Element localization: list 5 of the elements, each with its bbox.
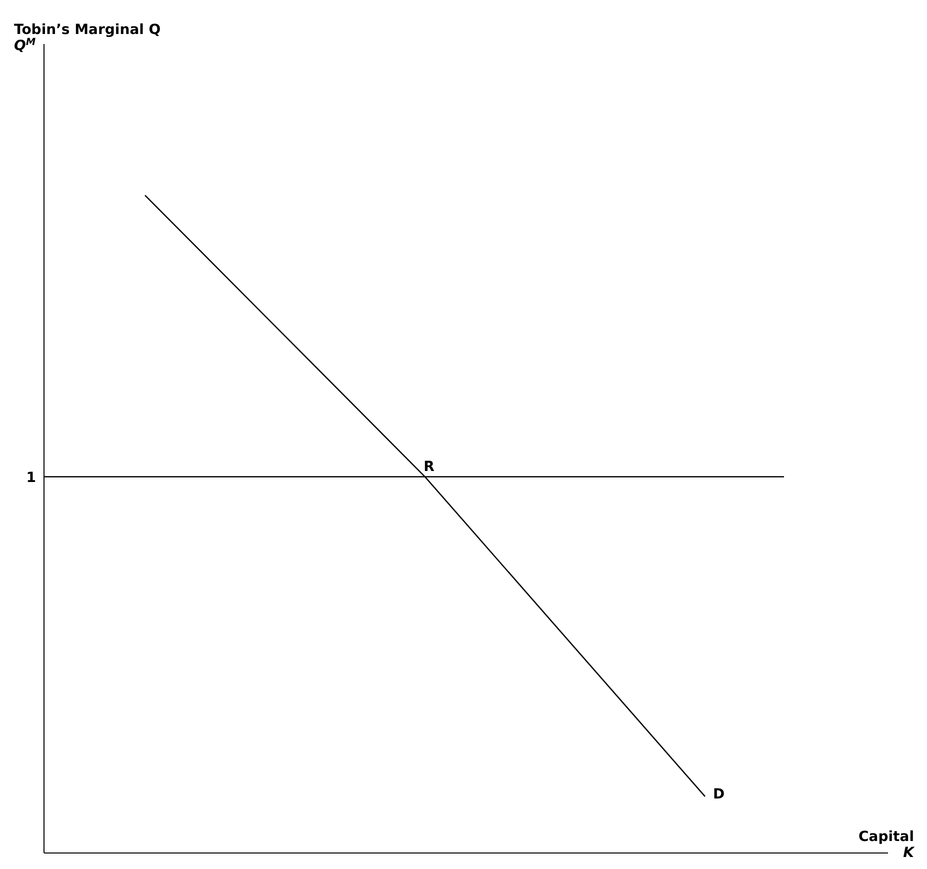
x-axis-title: Capital K xyxy=(858,829,916,861)
ref-line-label: 1 xyxy=(26,470,36,486)
annotation: D xyxy=(713,786,725,802)
annotation: R xyxy=(424,458,435,475)
text: Tobin’s Marginal Q Q$^{M}$ xyxy=(14,22,161,54)
